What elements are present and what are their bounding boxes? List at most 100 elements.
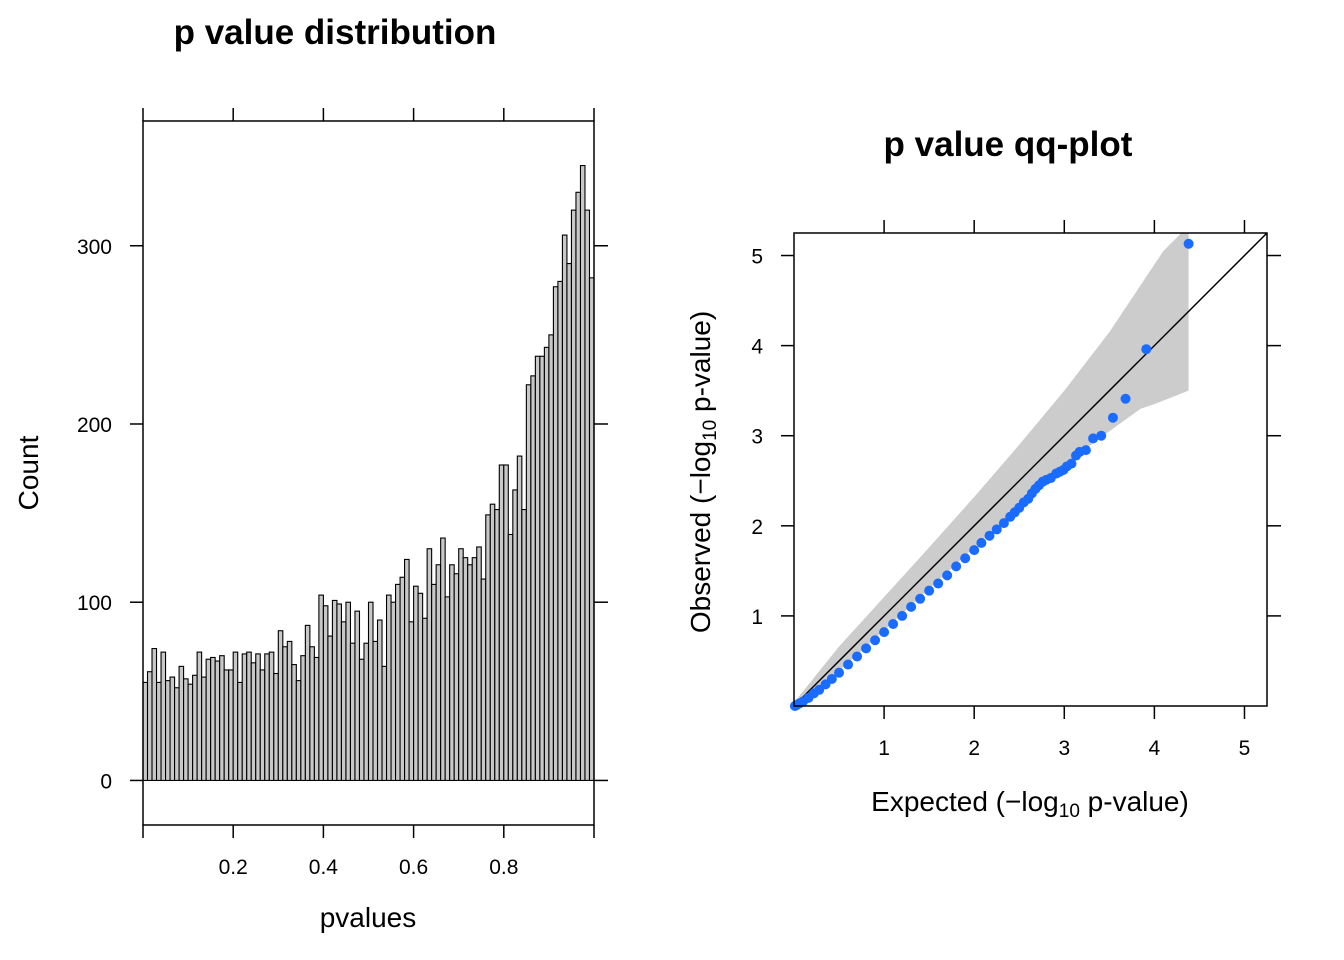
qq-point [998,518,1009,529]
histogram-bar [385,594,392,781]
histogram-bar [304,624,311,781]
qq-plot-title: p value qq-plot [884,125,1133,164]
histogram-bar [498,464,505,781]
histogram-bar [237,681,243,781]
histogram-bar [241,653,248,781]
histogram-bar [232,651,239,781]
qq-plot-axes: 1 1 2 2 3 3 4 4 5 5 [751,220,1281,760]
qq-point [861,643,872,654]
x-tick-label: 0.6 [399,856,428,879]
qq-y-label-pre: Observed ( [685,494,716,633]
histogram-bar [417,592,424,781]
qq-point [933,578,944,589]
histogram-bar [579,165,586,781]
histogram-bar [183,678,189,781]
histogram-bar [494,508,500,781]
histogram-bar [318,594,324,781]
histogram-bar [192,674,198,781]
x-tick-label: 3 [1058,737,1070,760]
confidence-band [798,233,1189,705]
histogram-bar [219,655,225,781]
histogram-bar [169,676,176,781]
qq-y-label: Observed (−log10 p-value) [685,311,721,633]
histogram-bar [413,585,419,781]
y-tick-label: 0 [100,770,112,793]
histogram-bar [525,384,532,781]
histogram-bar [201,676,207,781]
qq-point [1120,393,1131,404]
histogram-frame [142,120,595,826]
qq-point [960,553,971,564]
histogram-bar [246,651,252,781]
y-tick-label: 200 [77,414,112,437]
histogram-bar [273,672,279,781]
histogram-bar [178,665,185,781]
qq-y-label-sub: 10 [700,420,721,441]
histogram-bars [142,165,595,781]
qq-x-label-post: p-value) [1080,786,1189,817]
reference-line [793,232,1268,707]
histogram-bar [390,601,397,781]
histogram-bar [155,681,162,781]
qq-point [906,601,917,612]
qq-plot-frame [793,232,1268,707]
histogram-bar [223,669,230,781]
histogram-bar [174,687,180,781]
histogram-bar [534,355,541,781]
histogram-bar [467,564,473,781]
histogram-bar [165,680,171,781]
x-tick-label: 0.4 [309,856,339,879]
histogram-bar [345,601,352,781]
qq-point [924,585,935,596]
histogram-bar [255,653,261,781]
qq-point [843,659,854,670]
x-tick-label: 1 [878,737,890,760]
y-tick-label: 5 [751,246,763,269]
histogram-bar [309,646,315,781]
histogram-bar [196,651,203,781]
histogram-bar [570,209,577,781]
x-tick-label: 5 [1239,737,1251,760]
qq-point [1070,450,1081,461]
y-tick-label: 300 [77,236,112,259]
histogram-bar [327,635,333,781]
histogram-x-label: pvalues [320,902,417,933]
histogram-bar [264,653,270,781]
y-tick-label: 100 [77,592,112,615]
histogram-bar [480,578,487,781]
histogram-bar [187,683,194,781]
histogram-bar [205,658,212,781]
histogram-bar [462,557,469,781]
y-tick-label: 2 [751,516,763,539]
qq-x-label: Expected (−log10 p-value) [871,786,1189,822]
histogram-bar [363,642,370,781]
y-tick-label: 3 [751,426,763,449]
qq-point [897,610,908,621]
qq-point [991,524,1002,535]
histogram-bar [367,601,374,781]
histogram-bar [340,621,347,781]
histogram-bar [435,564,442,781]
histogram-bar [300,655,306,781]
qq-point [969,545,980,556]
histogram-bar [322,605,329,781]
histogram-bar [507,533,514,781]
histogram-bar [530,375,536,781]
qq-y-label-log: log [685,441,716,478]
histogram-bar [277,630,284,781]
histogram-bar [422,617,428,781]
histogram-bar [160,651,167,781]
histogram-title: p value distribution [174,13,497,52]
histogram-bar [561,234,568,781]
qq-point [834,667,845,678]
qq-point [951,561,962,572]
x-tick-label: 0.8 [489,856,518,879]
histogram-bar [151,648,158,781]
histogram-bar [489,503,496,781]
qq-point [1183,238,1194,249]
histogram-bar [431,583,437,781]
histogram-bar [521,508,527,781]
histogram-bar [440,537,446,781]
histogram-y-label: Count [13,435,44,510]
